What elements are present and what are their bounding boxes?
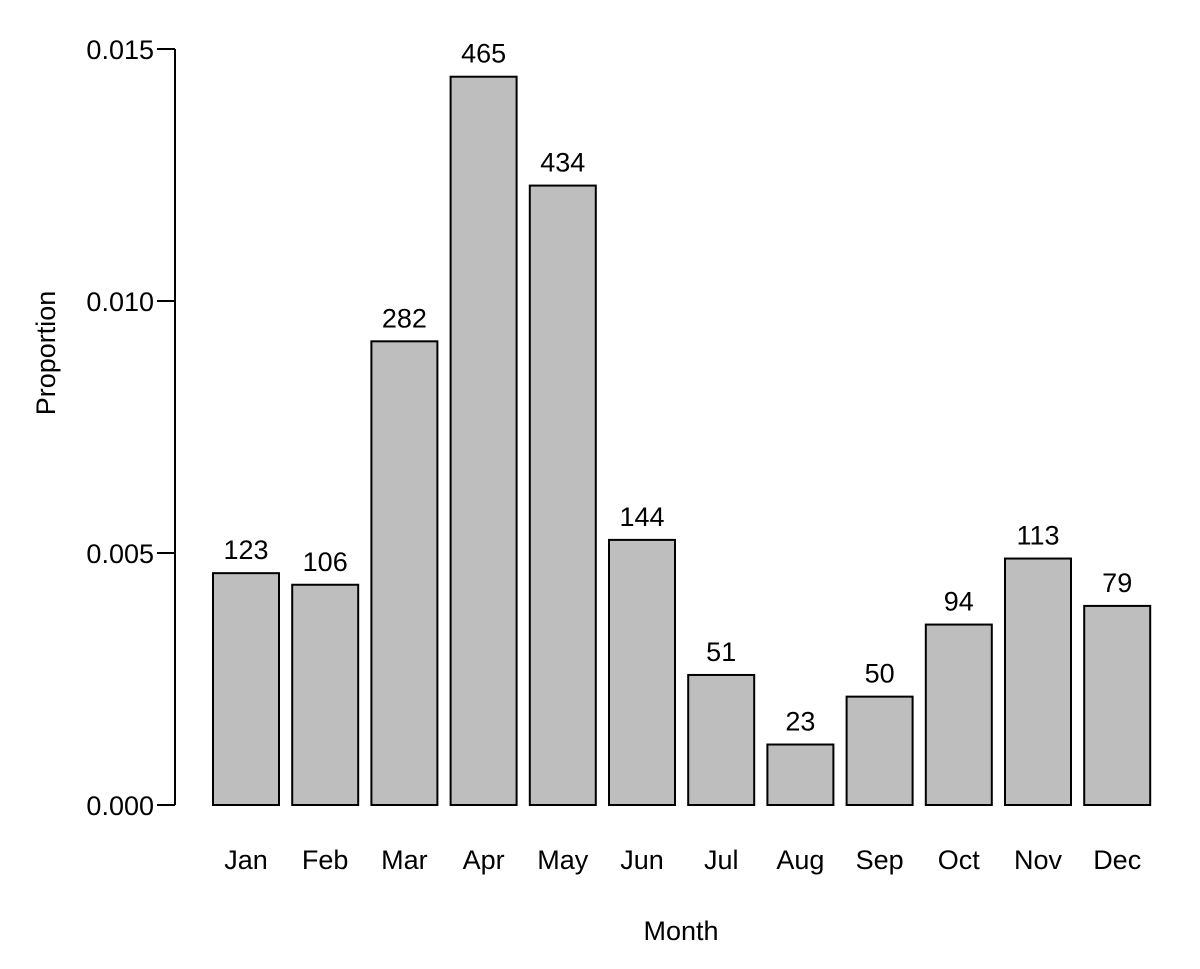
- x-category-label: Nov: [1014, 845, 1063, 875]
- bar-mar: [370, 340, 439, 806]
- y-tick-label: 0.000: [86, 791, 154, 821]
- y-tick-label: 0.015: [86, 35, 154, 65]
- x-category-label: May: [537, 845, 589, 875]
- bar-value-label: 50: [865, 659, 895, 689]
- bar-value-label: 282: [382, 303, 427, 333]
- y-axis-title: Proportion: [31, 291, 61, 416]
- y-axis: 0.000 0.005 0.010 0.015: [86, 35, 176, 821]
- bar-value-label: 106: [303, 547, 348, 577]
- x-category-label: Jan: [224, 845, 268, 875]
- y-tick-label: 0.010: [86, 287, 154, 317]
- bar-value-label: 51: [706, 637, 736, 667]
- bar-jul: [687, 673, 756, 807]
- x-category-label: Oct: [938, 845, 981, 875]
- bars: [212, 75, 1152, 807]
- bar-aug: [766, 743, 835, 807]
- x-category-label: Sep: [856, 845, 904, 875]
- x-category-label: Mar: [381, 845, 428, 875]
- bar-jun: [608, 538, 676, 806]
- x-axis-title: Month: [643, 916, 718, 946]
- bar-dec: [1083, 604, 1152, 806]
- bar-jan: [212, 572, 280, 806]
- bar-sep: [845, 695, 914, 807]
- bar-may: [528, 184, 597, 807]
- x-category-label: Jun: [620, 845, 664, 875]
- bar-value-label: 144: [619, 502, 664, 532]
- bar-value-label: 79: [1102, 568, 1132, 598]
- x-axis-category-labels: Jan Feb Mar Apr May Jun Jul Aug Sep Oct Nov Dec: [224, 845, 1141, 875]
- bar-value-label: 23: [785, 707, 815, 737]
- x-category-label: Jul: [704, 845, 739, 875]
- bar-feb: [291, 583, 360, 807]
- bar-value-label: 123: [223, 535, 268, 565]
- bar-value-labels: 123 106 282 465 434 144 51 23 50 94 113 79: [223, 39, 1132, 737]
- bar-value-label: 94: [944, 587, 974, 617]
- x-category-label: Feb: [302, 845, 349, 875]
- x-category-label: Apr: [463, 845, 505, 875]
- bar-value-label: 113: [1016, 521, 1059, 551]
- bar-oct: [924, 623, 993, 806]
- bar-apr: [449, 75, 518, 807]
- x-category-label: Dec: [1093, 845, 1141, 875]
- bar-value-label: 434: [540, 148, 585, 178]
- bar-value-label: 465: [461, 39, 506, 69]
- bar-nov: [1004, 557, 1072, 806]
- x-category-label: Aug: [776, 845, 824, 875]
- y-tick-label: 0.005: [86, 539, 154, 569]
